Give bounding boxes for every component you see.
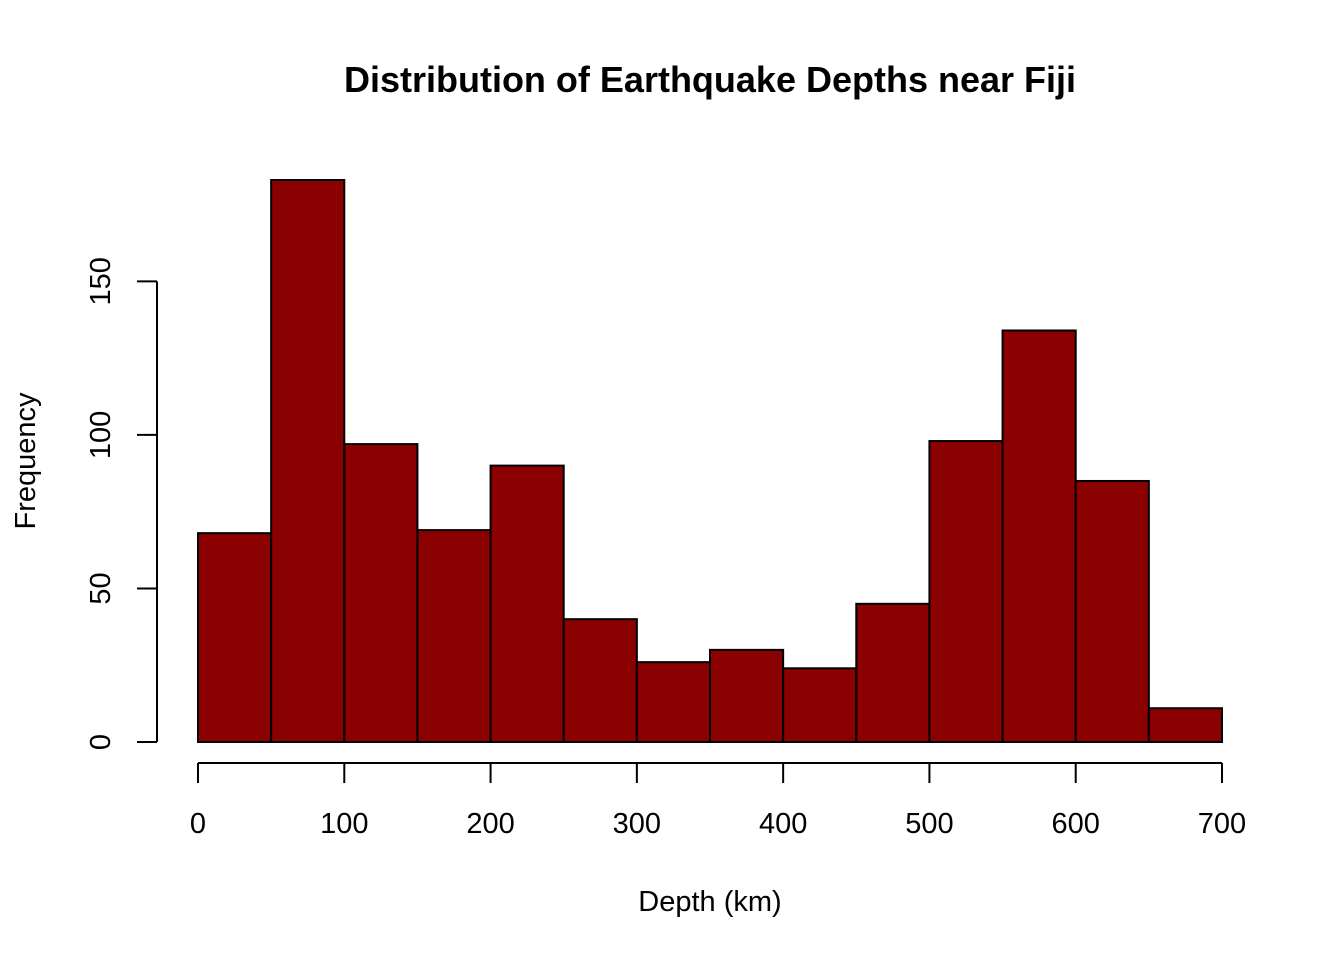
histogram-bar: [416, 529, 492, 744]
histogram-bar: [1074, 479, 1150, 743]
histogram-bar: [709, 648, 785, 743]
histogram-bar: [1001, 329, 1077, 743]
x-tick-label: 300: [613, 808, 661, 840]
y-tick-label: 50: [85, 572, 117, 604]
y-axis-label: Frequency: [10, 392, 42, 530]
y-tick-label: 0: [85, 734, 117, 750]
y-tick-label: 100: [85, 411, 117, 459]
histogram-bar: [855, 602, 931, 743]
bars-group: [197, 179, 1224, 744]
histogram-bar: [343, 443, 419, 743]
histogram-bar: [562, 618, 638, 743]
histogram-bar: [197, 532, 273, 743]
x-tick-label: 0: [190, 808, 206, 840]
x-tick-label: 100: [320, 808, 368, 840]
x-axis-label: Depth (km): [638, 886, 781, 918]
x-axis: 0 100 200 300 400 500 600 700: [190, 762, 1246, 840]
histogram-bar: [1147, 707, 1224, 743]
y-tick-label: 150: [85, 257, 117, 305]
histogram-bar: [635, 661, 711, 744]
x-tick-label: 600: [1052, 808, 1100, 840]
histogram-bar: [928, 440, 1004, 743]
histogram-bar: [489, 464, 565, 743]
chart-title: Distribution of Earthquake Depths near F…: [344, 59, 1076, 100]
x-tick-label: 500: [905, 808, 953, 840]
y-axis: 0 50 100 150: [85, 257, 158, 750]
histogram-bar: [782, 667, 858, 744]
x-tick-label: 400: [759, 808, 807, 840]
histogram-bar: [270, 179, 346, 743]
x-tick-label: 700: [1198, 808, 1246, 840]
x-tick-label: 200: [466, 808, 514, 840]
